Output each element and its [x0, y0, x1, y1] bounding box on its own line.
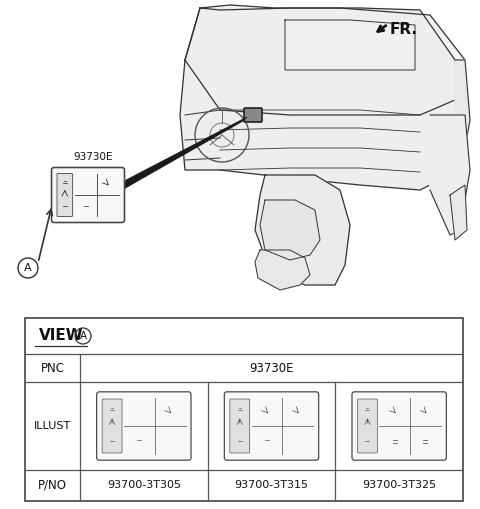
Text: A: A [24, 263, 32, 273]
Text: FR.: FR. [390, 22, 418, 37]
Text: ILLUST: ILLUST [34, 421, 71, 431]
FancyBboxPatch shape [244, 108, 262, 122]
Text: 93730E: 93730E [73, 152, 113, 162]
Text: A: A [79, 331, 86, 341]
Bar [25, 318, 463, 501]
Text: 93700-3T325: 93700-3T325 [362, 480, 436, 491]
Text: P/NO: P/NO [38, 479, 67, 492]
FancyBboxPatch shape [224, 392, 319, 460]
FancyBboxPatch shape [102, 399, 122, 453]
Polygon shape [122, 117, 247, 190]
Text: 93700-3T315: 93700-3T315 [235, 480, 309, 491]
Polygon shape [455, 60, 470, 175]
Text: 93700-3T305: 93700-3T305 [107, 480, 181, 491]
FancyBboxPatch shape [352, 392, 446, 460]
FancyBboxPatch shape [57, 174, 72, 216]
Text: 93730E: 93730E [249, 361, 294, 375]
Polygon shape [255, 175, 350, 285]
FancyBboxPatch shape [358, 399, 377, 453]
Polygon shape [185, 5, 465, 115]
Text: PNC: PNC [40, 361, 64, 375]
Polygon shape [180, 8, 460, 190]
Polygon shape [430, 115, 470, 235]
Polygon shape [285, 20, 415, 70]
FancyBboxPatch shape [230, 399, 250, 453]
Polygon shape [450, 185, 467, 240]
Text: VIEW: VIEW [39, 328, 84, 344]
Polygon shape [255, 250, 310, 290]
Polygon shape [260, 200, 320, 260]
FancyBboxPatch shape [96, 392, 191, 460]
FancyBboxPatch shape [51, 167, 124, 222]
